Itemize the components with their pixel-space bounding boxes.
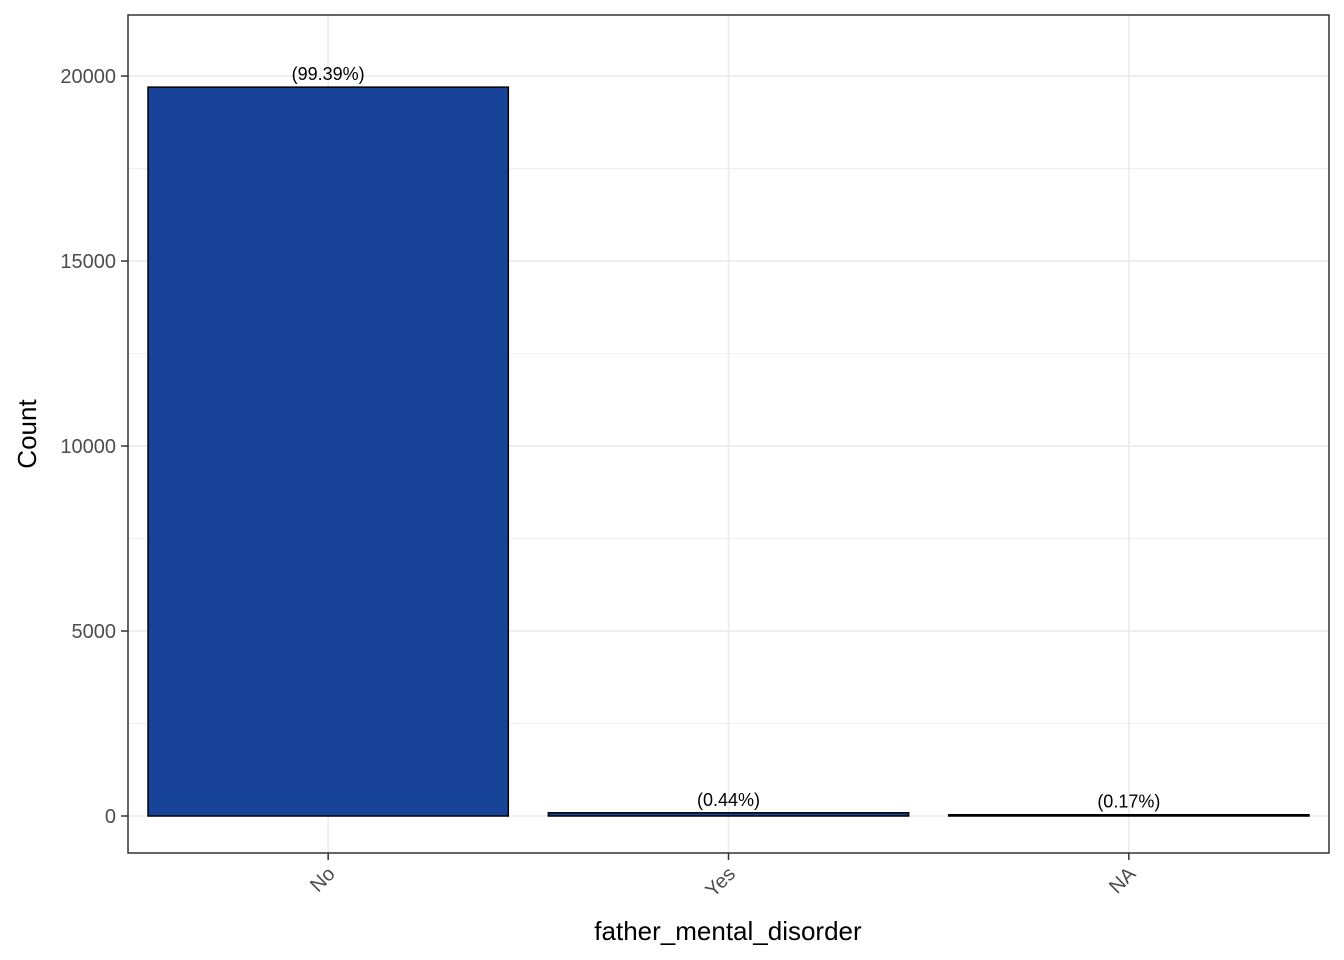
bar-yes <box>547 812 910 817</box>
y-tick-label: 15000 <box>60 251 116 273</box>
bar-no <box>147 86 510 817</box>
y-tick-label: 0 <box>105 806 116 828</box>
x-axis-title: father_mental_disorder <box>594 916 862 946</box>
y-tick-label: 5000 <box>72 621 117 643</box>
x-axis-ticks: No Yes NA <box>306 853 1141 902</box>
y-tick-label: 10000 <box>60 436 116 458</box>
bar-na <box>947 813 1310 817</box>
data-label: (99.39%) <box>292 64 365 84</box>
bars <box>147 86 1310 817</box>
x-tick-label: Yes <box>701 863 740 902</box>
y-axis-title: Count <box>12 399 42 469</box>
y-tick-label: 20000 <box>60 66 116 88</box>
x-tick-label: No <box>306 863 340 897</box>
x-tick-label: NA <box>1105 863 1141 899</box>
data-labels: (99.39%) (0.44%) (0.17%) <box>292 64 1161 812</box>
y-axis-ticks: 0 5000 10000 15000 20000 <box>60 66 128 828</box>
data-label: (0.44%) <box>697 790 760 810</box>
data-label: (0.17%) <box>1097 792 1160 812</box>
